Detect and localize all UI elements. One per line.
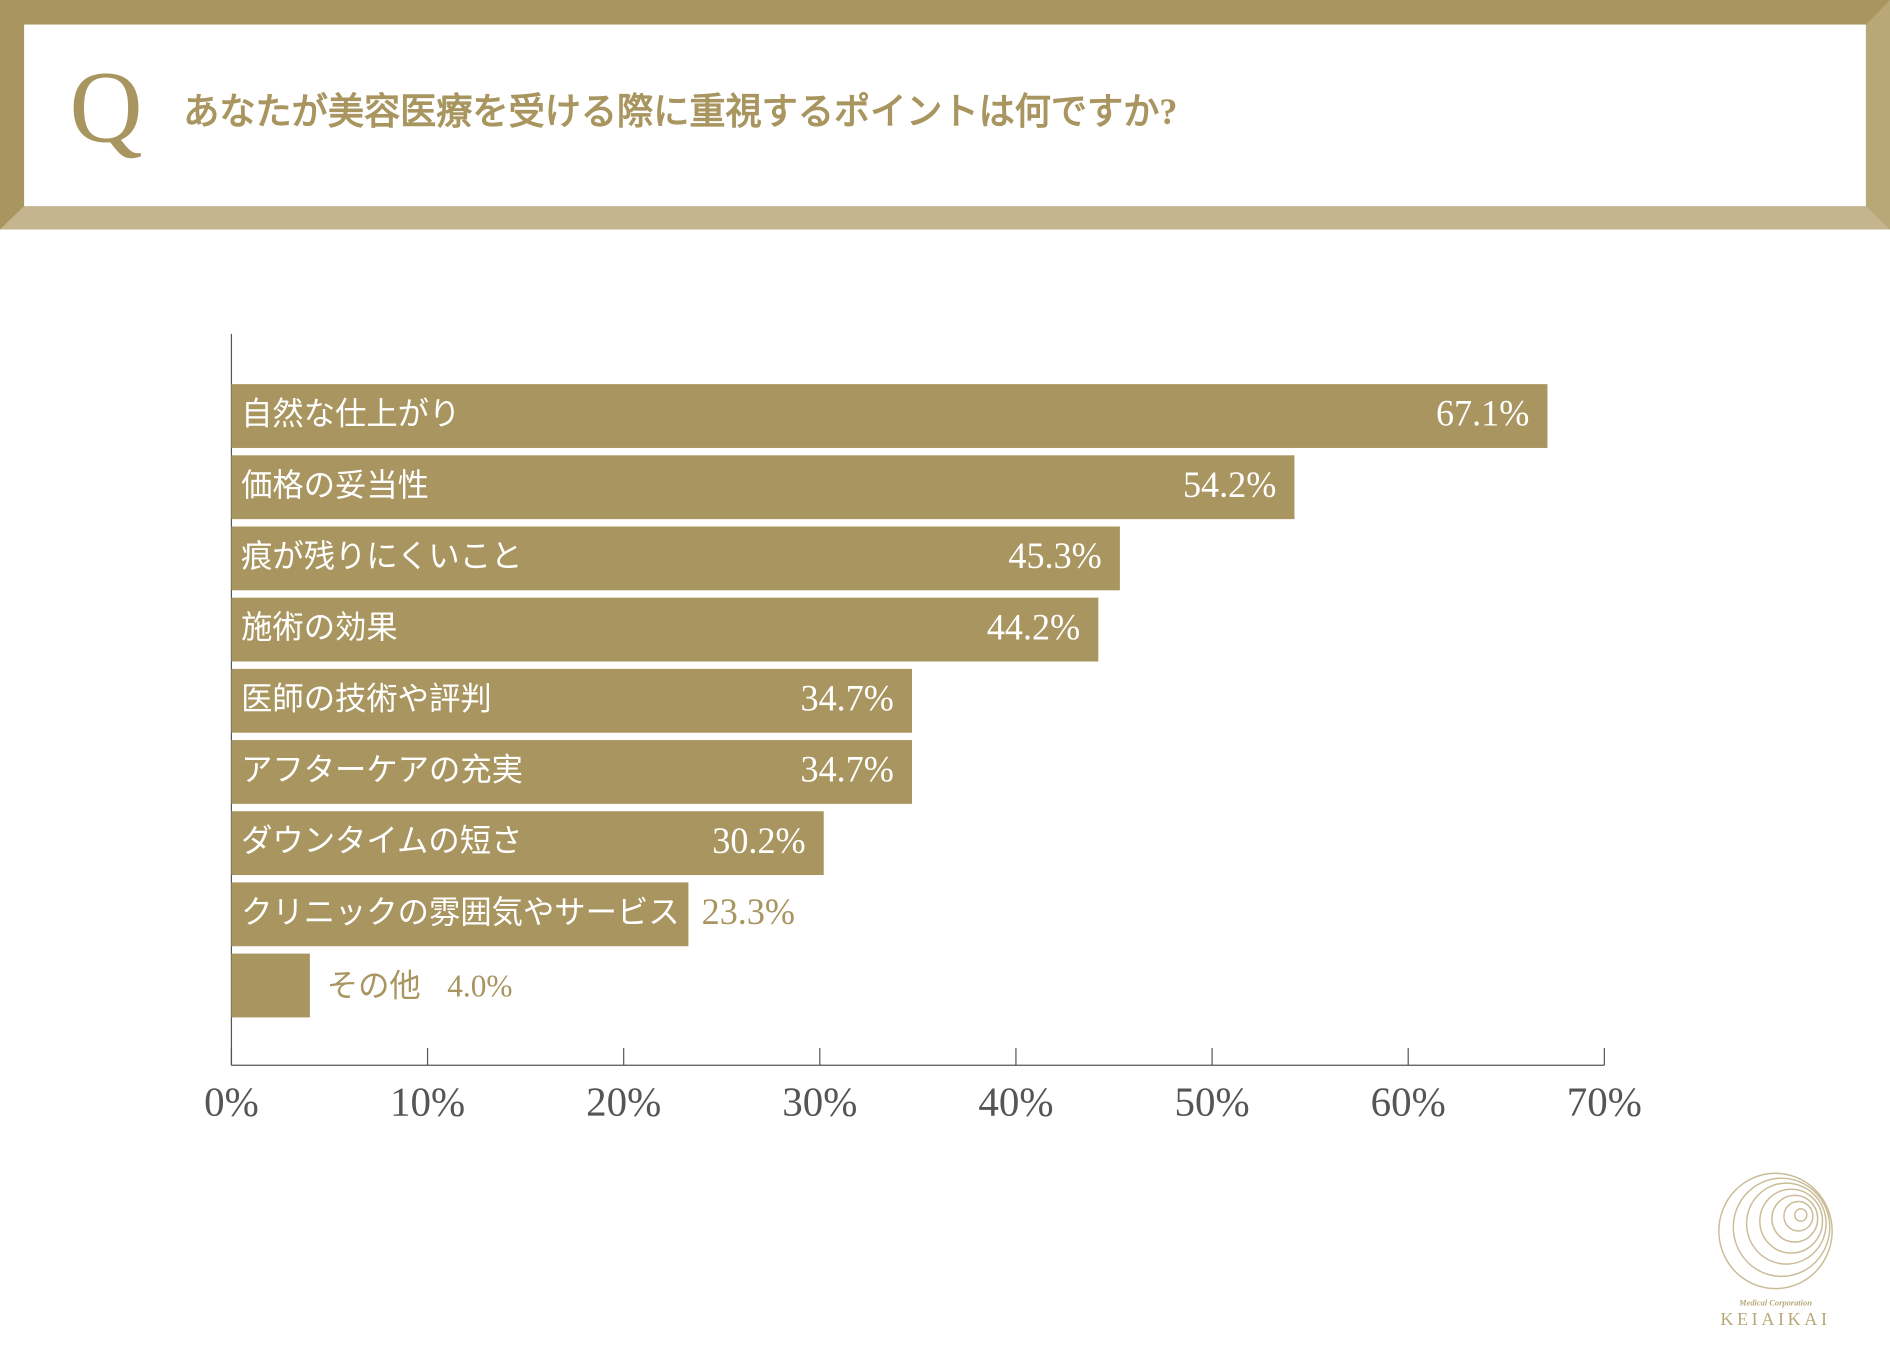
logo-subtitle: Medical Corporation bbox=[1738, 1297, 1812, 1307]
value-label: 67.1% bbox=[1436, 392, 1529, 433]
bar bbox=[231, 455, 1295, 520]
logo-ring bbox=[1771, 1194, 1819, 1243]
value-label: 54.2% bbox=[1183, 464, 1276, 505]
bar bbox=[231, 740, 912, 804]
category-label: 施術の効果 bbox=[241, 610, 398, 645]
chart-title: あなたが美容医療を受ける際に重視するポイントは何ですか? bbox=[183, 91, 1177, 132]
logo-ring bbox=[1732, 1177, 1831, 1278]
x-tick-label: 40% bbox=[978, 1078, 1053, 1124]
x-tick-label: 20% bbox=[586, 1078, 661, 1124]
value-label: 34.7% bbox=[801, 677, 894, 718]
logo-ring bbox=[1718, 1172, 1833, 1290]
category-label: 自然な仕上がり bbox=[241, 396, 460, 431]
value-label: 30.2% bbox=[712, 820, 805, 861]
value-label: 4.0% bbox=[447, 968, 512, 1003]
value-label: 44.2% bbox=[987, 606, 1080, 647]
value-label: 45.3% bbox=[1008, 535, 1101, 576]
logo-name: KEIAIKAI bbox=[1720, 1309, 1830, 1329]
header-frame-bottom bbox=[0, 206, 1890, 230]
logo-ring bbox=[1783, 1200, 1814, 1232]
bar bbox=[231, 668, 912, 733]
bar bbox=[231, 597, 1099, 662]
bar bbox=[231, 384, 1548, 448]
x-tick-label: 60% bbox=[1371, 1078, 1446, 1124]
value-label: 34.7% bbox=[801, 748, 894, 789]
x-tick-label: 70% bbox=[1567, 1078, 1642, 1124]
category-label: クリニックの雰囲気やサービス bbox=[241, 895, 680, 930]
logo bbox=[1718, 1172, 1833, 1290]
q-letter: Q bbox=[70, 51, 143, 165]
x-tick-label: 50% bbox=[1175, 1078, 1250, 1124]
category-label: その他 bbox=[327, 968, 421, 1003]
bar bbox=[231, 953, 310, 1018]
category-label: アフターケアの充実 bbox=[241, 752, 523, 787]
x-tick-label: 30% bbox=[782, 1078, 857, 1124]
value-label: 23.3% bbox=[702, 891, 795, 932]
category-label: 価格の妥当性 bbox=[241, 468, 429, 503]
logo-ring bbox=[1794, 1208, 1808, 1222]
logo-ring bbox=[1745, 1182, 1827, 1265]
logo-ring bbox=[1759, 1188, 1824, 1254]
x-tick-label: 0% bbox=[204, 1078, 259, 1124]
category-label: ダウンタイムの短さ bbox=[241, 823, 522, 858]
bar bbox=[231, 526, 1120, 591]
bar bbox=[231, 811, 824, 876]
bar bbox=[231, 882, 689, 947]
header-frame-right bbox=[1865, 0, 1890, 230]
header-box bbox=[24, 24, 1866, 207]
category-label: 痕が残りにくいこと bbox=[241, 539, 522, 574]
category-label: 医師の技術や評判 bbox=[241, 681, 492, 716]
x-tick-label: 10% bbox=[390, 1078, 465, 1124]
